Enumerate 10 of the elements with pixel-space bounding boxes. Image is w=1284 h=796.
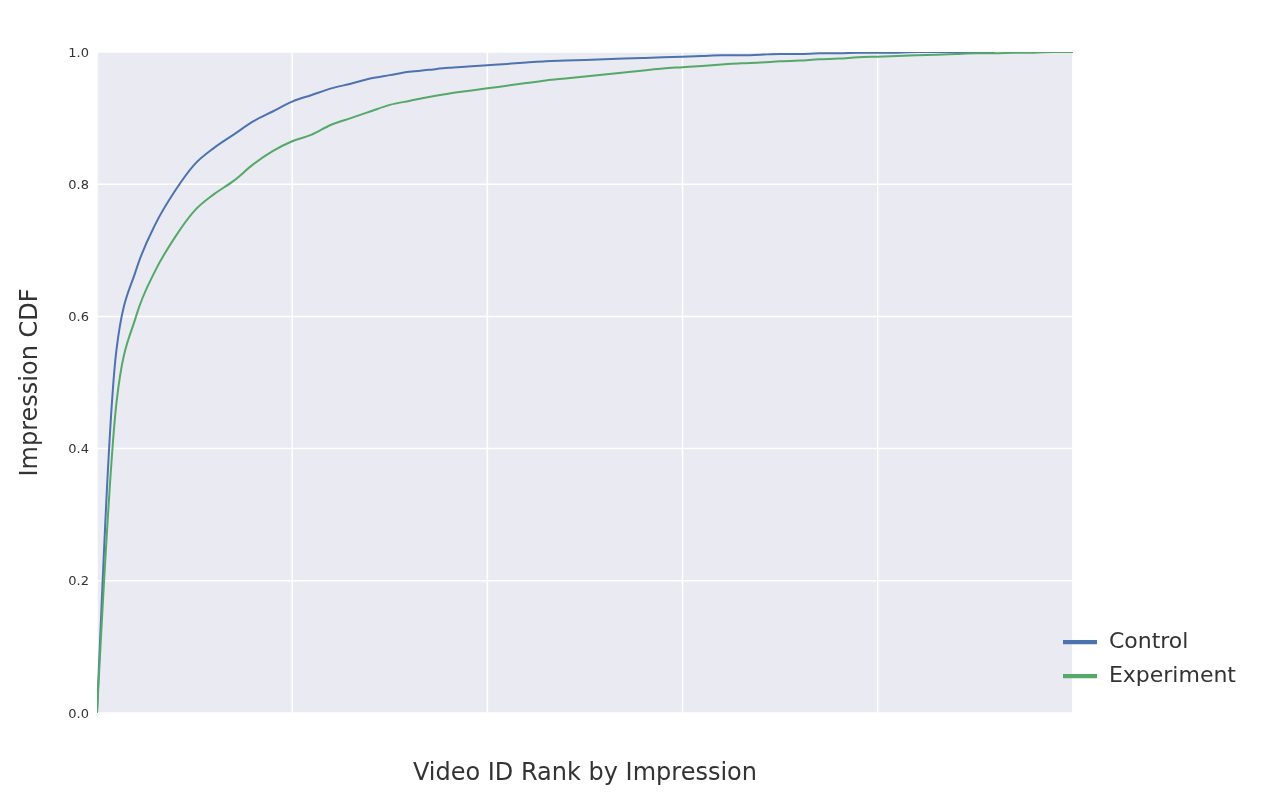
legend-label: Control — [1108, 628, 1189, 653]
y-tick-label: 1.0 — [68, 44, 89, 60]
x-axis-title: Video ID Rank by Impression — [412, 758, 757, 786]
y-tick-label: 0.8 — [68, 176, 89, 192]
y-axis-title: Impression CDF — [14, 288, 43, 477]
y-tick-label: 0.4 — [68, 441, 89, 457]
legend-label: Experiment — [1108, 662, 1236, 687]
y-tick-label: 0.2 — [68, 573, 89, 589]
y-tick-label: 0.6 — [68, 309, 89, 325]
y-tick-label: 0.0 — [68, 705, 89, 721]
